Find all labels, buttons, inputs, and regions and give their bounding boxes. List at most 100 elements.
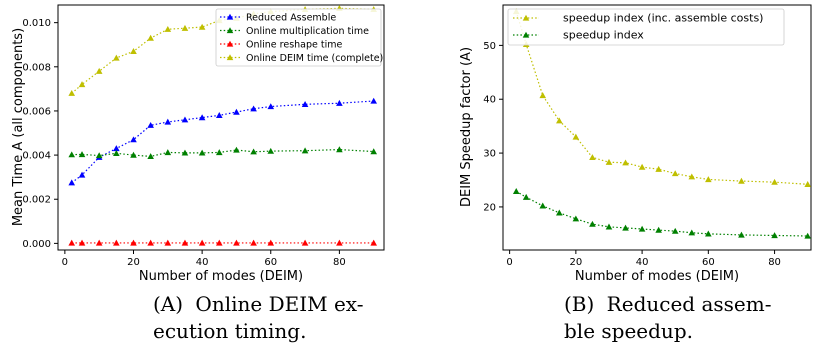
b-series-1-point-4 (572, 215, 580, 222)
a-series-2-point-6 (164, 239, 172, 246)
b-series-1-point-15 (804, 232, 811, 239)
a-series-3-point-8 (198, 23, 206, 30)
a-series-1-point-10 (233, 146, 240, 153)
a-series-2-point-4 (130, 239, 137, 246)
caption-a-label: (A) (153, 292, 183, 316)
b-series-0-point-2 (539, 92, 547, 99)
b-series-0-point-14 (771, 178, 778, 185)
b-ytick-label-0: 20 (483, 202, 496, 213)
b-xtick-label-0: 0 (506, 257, 512, 268)
caption-a-line1: (A) Online DEIM ex- (153, 292, 363, 316)
a-series-0-point-9 (215, 112, 223, 119)
a-xtick-label-4: 80 (333, 257, 346, 268)
a-series-0-point-5 (147, 121, 154, 128)
b-series-0-point-4 (572, 133, 580, 140)
b-series-0-point-8 (638, 163, 646, 170)
b-series-0-point-9 (655, 165, 662, 172)
a-series-1-point-1 (78, 151, 86, 158)
a-series-2-point-9 (215, 239, 223, 246)
a-series-1-point-8 (198, 149, 206, 156)
a-legend-marker-1 (226, 27, 234, 34)
b-xtick-label-2: 40 (636, 257, 649, 268)
b-series-0-point-13 (738, 177, 745, 184)
a-series-1-point-11 (250, 148, 257, 155)
a-series-2-point-12 (267, 239, 275, 246)
a-series-0-point-4 (130, 136, 137, 143)
a-series-0-point-10 (233, 108, 240, 115)
a-series-1-point-14 (336, 146, 343, 153)
a-legend-label-2: Online reshape time (246, 40, 343, 51)
b-series-1-point-13 (738, 231, 745, 238)
a-ytick-label-1: 0.002 (22, 195, 51, 206)
b-legend-marker-1 (522, 31, 530, 38)
b-xtick-label-1: 20 (569, 257, 582, 268)
a-series-line-3 (71, 7, 374, 94)
a-xtick-label-3: 60 (264, 257, 277, 268)
caption-a: (A) Online DEIM ex- ecution timing. (153, 292, 363, 343)
b-series-1-point-3 (556, 209, 563, 216)
a-series-line-0 (71, 100, 374, 184)
caption-b-text1: Reduced assem- (607, 292, 772, 316)
a-ytick-label-0: 0.000 (22, 239, 51, 250)
b-series-0-point-5 (589, 154, 596, 161)
a-xtick-label-0: 0 (62, 257, 68, 268)
b-series-1-point-8 (638, 225, 646, 232)
a-series-0-point-15 (370, 97, 378, 104)
chart-b: DEIM Speedup factor (A) Number of modes … (459, 4, 812, 284)
a-series-2-point-11 (250, 239, 257, 246)
a-series-2-point-13 (301, 239, 309, 246)
chart-a-xlabel: Number of modes (DEIM) (139, 269, 303, 284)
chart-a-ylabel: Mean Time A (all components) (11, 28, 26, 226)
b-series-1-point-2 (539, 202, 547, 209)
a-series-2-point-3 (113, 239, 120, 246)
chart-b-plot-area (502, 4, 812, 251)
a-series-2-point-1 (78, 239, 86, 246)
a-ytick-label-3: 0.006 (22, 106, 51, 117)
b-legend-marker-0 (522, 14, 530, 21)
caption-b: (B) Reduced assem- ble speedup. (564, 292, 771, 343)
a-series-0-point-13 (301, 101, 309, 107)
b-series-1-point-7 (622, 224, 629, 231)
b-series-0-point-3 (556, 117, 563, 124)
a-legend-marker-3 (226, 54, 234, 61)
chart-a-plot-area (57, 4, 385, 251)
b-ytick-label-3: 50 (483, 41, 496, 52)
a-series-1-point-13 (301, 147, 309, 154)
a-series-1-point-12 (267, 147, 275, 154)
b-xtick-label-3: 60 (702, 257, 715, 268)
a-series-2-point-5 (147, 239, 154, 246)
a-series-2-point-8 (198, 239, 206, 246)
a-series-0-point-3 (113, 145, 120, 152)
a-series-0-point-14 (336, 99, 343, 106)
a-series-1-point-9 (215, 149, 223, 156)
a-series-1-point-4 (130, 151, 137, 158)
a-series-1-point-7 (181, 149, 189, 156)
a-series-3-point-0 (68, 89, 76, 96)
a-series-2-point-15 (370, 239, 378, 246)
b-series-1-point-5 (589, 220, 596, 227)
a-series-1-point-3 (113, 150, 120, 156)
a-series-2-point-0 (68, 239, 76, 246)
a-legend-marker-2 (226, 40, 234, 47)
a-series-1-point-5 (147, 153, 154, 160)
a-ytick-label-5: 0.010 (22, 18, 51, 29)
a-series-2-point-7 (181, 239, 189, 246)
a-series-0-point-7 (181, 116, 189, 123)
a-legend-marker-0 (226, 13, 234, 20)
a-series-line-1 (71, 148, 374, 158)
chart-a: Mean Time A (all components) Number of m… (11, 4, 385, 284)
a-series-1-point-0 (68, 151, 76, 158)
a-series-3-point-1 (78, 81, 86, 88)
b-series-0-point-7 (622, 159, 629, 166)
caption-b-label: (B) (564, 292, 594, 316)
a-xtick-label-1: 20 (127, 257, 140, 268)
caption-a-text1: Online DEIM ex- (195, 292, 363, 316)
a-series-3-point-5 (147, 34, 154, 41)
b-series-1-point-10 (671, 227, 679, 234)
a-legend-label-0: Reduced Assemble (246, 13, 336, 24)
chart-b-ylabel: DEIM Speedup factor (A) (459, 47, 474, 207)
a-series-1-point-15 (370, 148, 378, 155)
a-series-0-point-8 (198, 114, 206, 121)
b-series-0-point-15 (804, 181, 811, 187)
b-legend-label-1: speedup index (563, 29, 644, 42)
